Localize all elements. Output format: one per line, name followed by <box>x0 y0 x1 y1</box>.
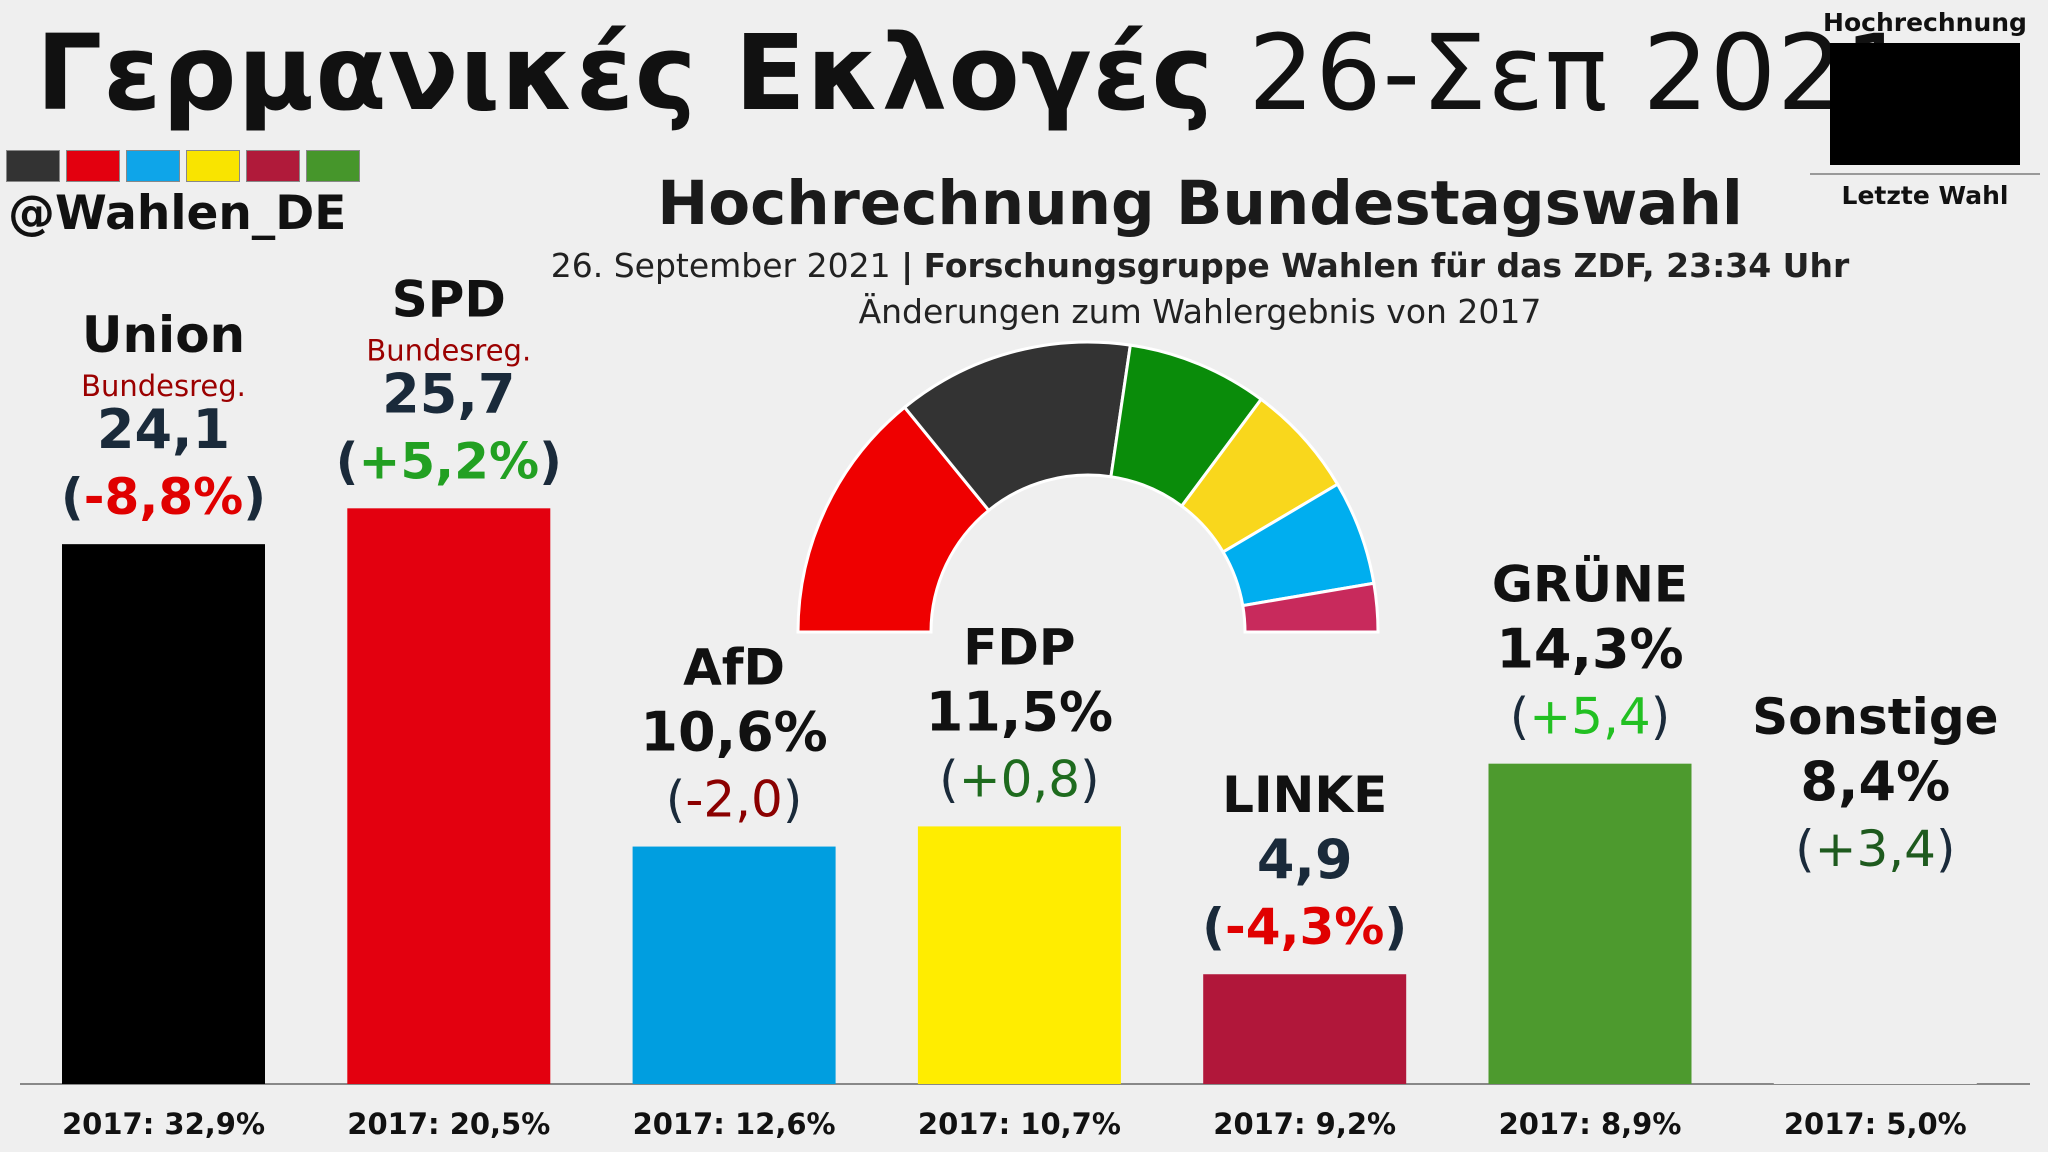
change-label-4: (-4,3%) <box>1202 898 1407 956</box>
value-label-2: 10,6% <box>640 701 827 764</box>
gov-label-1: Bundesreg. <box>366 333 531 367</box>
prev-label-1: 2017: 20,5% <box>347 1107 550 1141</box>
party-name-6: Sonstige <box>1752 688 1998 746</box>
bar-4 <box>1203 974 1407 1084</box>
legend-baseline <box>1810 173 2040 175</box>
prev-label-5: 2017: 8,9% <box>1499 1107 1682 1141</box>
bar-1 <box>347 508 551 1084</box>
bar-3 <box>917 826 1121 1084</box>
arc-segment-0 <box>796 405 991 634</box>
prev-label-3: 2017: 10,7% <box>918 1107 1121 1141</box>
gov-label-0: Bundesreg. <box>81 369 246 403</box>
flag-swatch-0 <box>6 150 60 182</box>
prev-label-2: 2017: 12,6% <box>633 1107 836 1141</box>
prev-label-6: 2017: 5,0% <box>1784 1107 1967 1141</box>
page-title-date: 26-Σεπ 2021 <box>1248 12 1912 134</box>
arc-segment-5 <box>1241 581 1380 634</box>
change-label-1: (+5,2%) <box>336 432 562 490</box>
chart-title: Hochrechnung Bundestagswahl <box>657 168 1743 239</box>
legend: Hochrechnung Letzte Wahl <box>1810 8 2040 210</box>
source: Forschungsgruppe Wahlen für das ZDF, 23:… <box>923 246 1850 285</box>
bar-2 <box>632 846 836 1084</box>
flag-swatch-1 <box>66 150 120 182</box>
legend-bottom-label: Letzte Wahl <box>1841 181 2009 210</box>
flag-swatch-3 <box>186 150 240 182</box>
separator: | <box>901 246 914 285</box>
bar-6 <box>1773 895 1977 1084</box>
page-title-bold: Γερμανικές Εκλογές <box>36 12 1215 134</box>
change-label-0: (-8,8%) <box>61 468 266 526</box>
value-label-1: 25,7 <box>382 362 515 425</box>
twitter-handle: @Wahlen_DE <box>8 186 347 241</box>
flag-swatch-2 <box>126 150 180 182</box>
change-label-5: (+5,4) <box>1510 688 1670 746</box>
party-name-1: SPD <box>392 270 506 328</box>
prev-label-0: 2017: 32,9% <box>62 1107 265 1141</box>
changes-note: Änderungen zum Wahlergebnis von 2017 <box>858 292 1542 331</box>
value-label-4: 4,9 <box>1257 828 1353 891</box>
party-name-0: Union <box>82 306 245 364</box>
value-label-3: 11,5% <box>926 680 1113 743</box>
date-source-line: 26. September 2021 | Forschungsgruppe Wa… <box>440 246 1960 285</box>
value-label-0: 24,1 <box>97 398 230 461</box>
party-color-strip <box>6 150 360 182</box>
value-label-5: 14,3% <box>1496 618 1683 681</box>
bar-0 <box>62 544 265 1084</box>
party-name-4: LINKE <box>1222 766 1387 824</box>
party-name-3: FDP <box>963 618 1075 676</box>
change-label-6: (+3,4) <box>1795 820 1955 878</box>
page-title: Γερμανικές Εκλογές 26-Σεπ 2021 <box>36 12 1911 134</box>
value-label-6: 8,4% <box>1800 750 1950 813</box>
change-label-2: (-2,0) <box>666 771 803 829</box>
bar-5 <box>1488 763 1692 1084</box>
legend-swatch <box>1830 43 2020 165</box>
prev-label-4: 2017: 9,2% <box>1213 1107 1396 1141</box>
flag-swatch-4 <box>246 150 300 182</box>
party-name-2: AfD <box>683 639 785 697</box>
legend-top-label: Hochrechnung <box>1823 8 2027 37</box>
party-name-5: GRÜNE <box>1492 555 1688 614</box>
flag-swatch-5 <box>306 150 360 182</box>
date: 26. September 2021 <box>550 246 891 285</box>
change-label-3: (+0,8) <box>939 750 1099 808</box>
